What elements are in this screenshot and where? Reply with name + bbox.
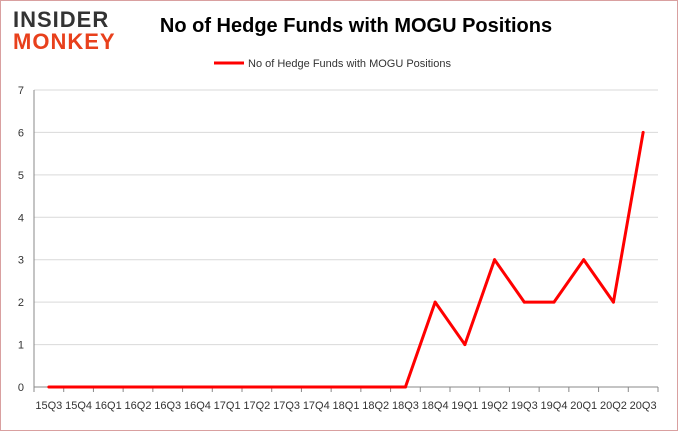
data-point [77,385,81,389]
y-tick-label: 7 [18,85,24,97]
y-tick-label: 3 [18,255,24,267]
data-point [522,300,526,304]
x-tick-label: 18Q1 [333,400,360,412]
x-tick-label: 19Q2 [481,400,508,412]
data-point [285,385,289,389]
data-point [166,385,170,389]
data-point [344,385,348,389]
logo-line1: INSIDER [13,7,110,32]
x-tick-label: 19Q1 [451,400,478,412]
data-point [314,385,318,389]
x-tick-label: 15Q3 [35,400,62,412]
data-point [552,300,556,304]
data-point [106,385,110,389]
data-point [255,385,259,389]
data-point [493,258,497,262]
x-tick-label: 15Q4 [65,400,92,412]
y-tick-label: 5 [18,170,24,182]
logo-line2: MONKEY [13,29,116,54]
x-tick-label: 16Q2 [125,400,152,412]
data-point [641,130,645,134]
y-tick-label: 0 [18,382,24,394]
x-tick-label: 18Q4 [422,400,449,412]
x-tick-label: 20Q1 [570,400,597,412]
x-tick-label: 17Q2 [243,400,270,412]
data-point [463,343,467,347]
data-point [374,385,378,389]
x-tick-label: 16Q3 [154,400,181,412]
data-point [136,385,140,389]
x-tick-label: 20Q3 [630,400,657,412]
data-point [225,385,229,389]
x-tick-label: 16Q4 [184,400,211,412]
data-point [611,300,615,304]
data-point [47,385,51,389]
y-tick-label: 1 [18,340,24,352]
x-tick-label: 18Q2 [362,400,389,412]
x-tick-label: 19Q3 [511,400,538,412]
data-point [433,300,437,304]
x-tick-label: 17Q1 [214,400,241,412]
x-tick-label: 17Q3 [273,400,300,412]
x-tick-label: 18Q3 [392,400,419,412]
y-tick-label: 4 [18,212,24,224]
y-tick-label: 6 [18,127,24,139]
data-point [403,385,407,389]
chart-title: No of Hedge Funds with MOGU Positions [159,15,553,37]
x-tick-label: 17Q4 [303,400,330,412]
y-tick-label: 2 [18,297,24,309]
data-point [582,258,586,262]
x-tick-label: 16Q1 [95,400,122,412]
x-tick-label: 20Q2 [600,400,627,412]
legend-label: No of Hedge Funds with MOGU Positions [248,58,451,70]
x-tick-label: 19Q4 [541,400,568,412]
insider-monkey-logo: INSIDER MONKEY [13,9,128,53]
data-point [195,385,199,389]
